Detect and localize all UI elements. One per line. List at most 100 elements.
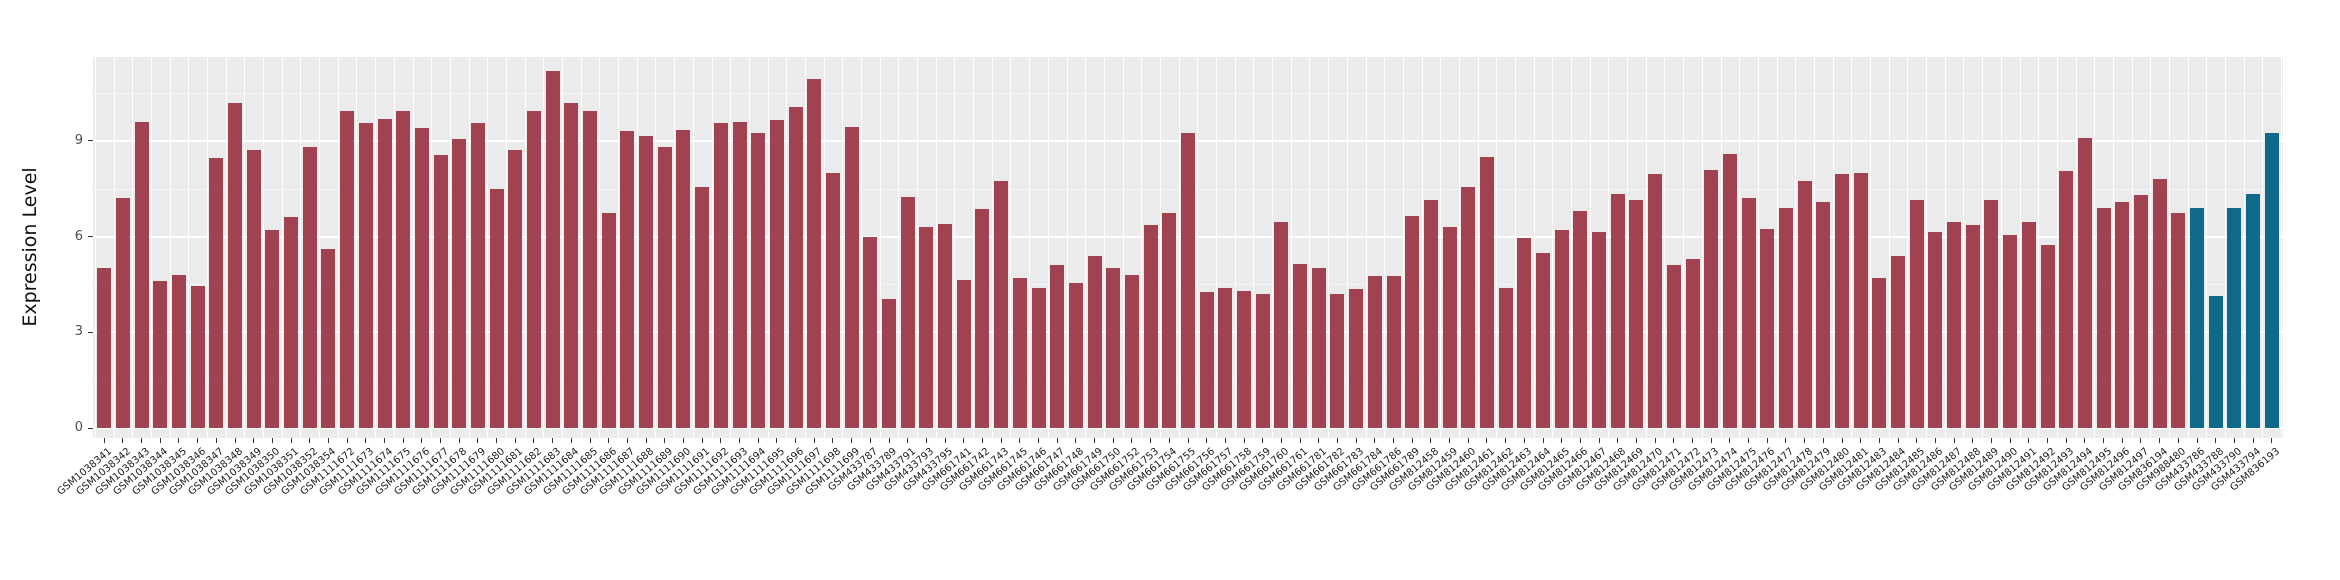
bar — [1797, 180, 1812, 428]
x-axis-tick — [1150, 438, 1152, 443]
gridline-vertical — [1159, 57, 1161, 438]
gridline-vertical — [1197, 57, 1199, 438]
x-axis-tick — [2271, 438, 2273, 443]
gridline-vertical — [468, 57, 470, 438]
bar — [2171, 212, 2186, 428]
bar — [526, 110, 541, 428]
gridline-vertical — [2112, 57, 2114, 438]
gridline-vertical — [1216, 57, 1218, 438]
bar — [1218, 287, 1233, 428]
bar — [1928, 231, 1943, 428]
x-axis-tick — [384, 438, 385, 443]
x-axis-tick — [1598, 438, 1600, 443]
x-axis-tick — [1878, 438, 1880, 443]
x-axis-tick — [739, 438, 741, 443]
y-axis-tick — [88, 236, 93, 238]
x-axis-tick — [907, 438, 909, 443]
x-axis-tick — [533, 438, 535, 443]
x-axis-tick — [178, 438, 180, 443]
gridline-vertical — [1515, 57, 1516, 438]
x-axis-tick — [2159, 438, 2161, 443]
x-axis-tick — [1449, 438, 1451, 443]
gridline-vertical — [169, 57, 171, 438]
gridline-vertical — [1421, 57, 1423, 438]
bar — [1592, 231, 1607, 428]
bar — [620, 131, 635, 428]
x-axis-tick — [1505, 438, 1507, 443]
x-axis-tick — [1056, 438, 1058, 443]
gridline-vertical — [1496, 57, 1498, 438]
gridline-vertical — [935, 57, 937, 438]
gridline-vertical — [1813, 57, 1815, 438]
gridline-vertical — [1402, 57, 1404, 438]
x-axis-tick — [1318, 438, 1320, 443]
x-axis-tick — [477, 438, 479, 443]
x-axis-tick — [1299, 438, 1301, 443]
bar — [340, 110, 355, 428]
gridline-vertical — [674, 57, 676, 438]
bar — [1124, 274, 1139, 428]
gridline-vertical — [2038, 57, 2040, 438]
bar — [321, 249, 336, 428]
bar — [975, 209, 990, 428]
bar — [900, 196, 915, 428]
bar — [1573, 211, 1588, 428]
gridline-vertical — [1290, 57, 1292, 438]
bar — [2115, 201, 2130, 428]
bar — [1536, 252, 1551, 428]
bar — [1722, 153, 1737, 428]
x-axis-tick — [141, 438, 143, 443]
bar — [1330, 294, 1345, 428]
gridline-vertical — [94, 57, 96, 438]
gridline-vertical — [1440, 57, 1442, 438]
x-axis-tick — [197, 438, 199, 443]
bar — [2227, 207, 2242, 428]
bar — [564, 102, 579, 428]
x-axis-tick — [271, 438, 273, 443]
x-axis-tick — [776, 438, 778, 443]
bar — [1386, 276, 1401, 428]
x-axis-tick — [1748, 438, 1750, 443]
gridline-vertical — [1870, 57, 1872, 438]
gridline-vertical — [1832, 57, 1834, 438]
x-axis-tick — [944, 438, 946, 443]
bar — [284, 217, 299, 428]
gridline-vertical — [655, 57, 657, 438]
gridline-vertical — [2262, 57, 2264, 438]
bar — [1965, 225, 1980, 428]
gridline-vertical — [879, 57, 881, 438]
x-axis-tick — [1654, 438, 1656, 443]
bar — [1012, 278, 1027, 428]
gridline-vertical — [786, 57, 788, 438]
x-axis-tick — [122, 438, 124, 443]
gridline-vertical — [1309, 57, 1311, 438]
x-axis-tick — [626, 438, 628, 443]
gridline-vertical — [954, 57, 956, 438]
bar — [452, 139, 467, 428]
bar — [470, 123, 485, 428]
bar — [1610, 193, 1625, 428]
bar — [713, 123, 728, 428]
gridline-vertical — [2131, 57, 2133, 438]
gridline-vertical — [1701, 57, 1703, 438]
gridline-vertical — [917, 57, 919, 438]
bar — [1237, 290, 1252, 428]
bar — [2264, 132, 2279, 428]
bar — [1461, 187, 1476, 428]
x-axis-tick — [1019, 438, 1021, 443]
y-axis-tick — [88, 331, 93, 333]
x-axis-tick — [1243, 438, 1245, 443]
gridline-vertical — [263, 57, 265, 438]
gridline-vertical — [692, 57, 694, 438]
gridline-vertical — [1029, 57, 1031, 438]
x-axis-tick — [2177, 438, 2179, 443]
bar — [769, 120, 784, 428]
x-axis-tick — [1953, 438, 1955, 443]
y-tick-label: 0 — [74, 420, 83, 435]
gridline-vertical — [1365, 57, 1367, 438]
gridline-vertical — [2150, 57, 2152, 438]
bar — [919, 227, 934, 428]
gridline-vertical — [1253, 57, 1255, 438]
bar — [1405, 215, 1420, 428]
gridline-vertical — [1066, 57, 1068, 438]
